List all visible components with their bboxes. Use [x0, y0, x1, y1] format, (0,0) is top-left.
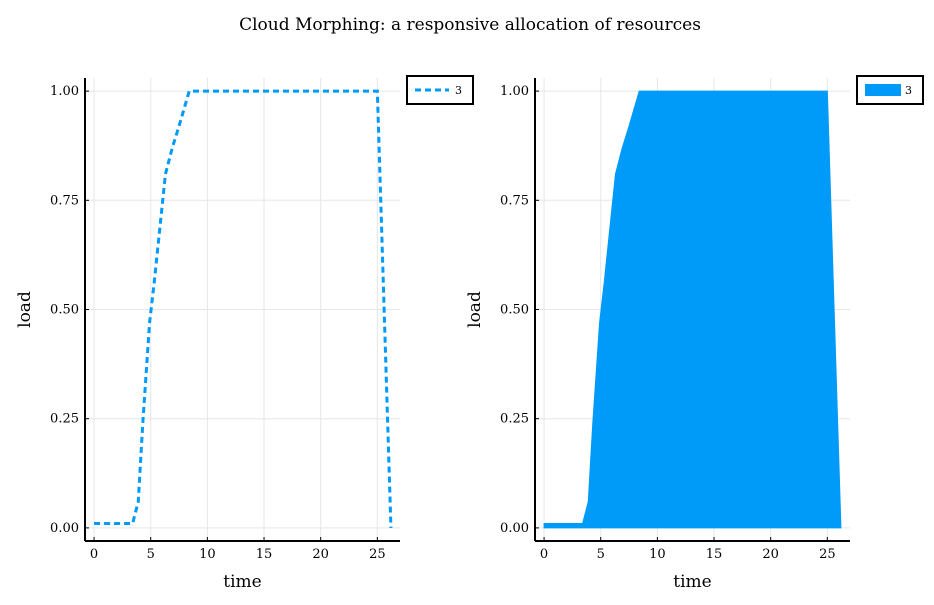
x-tick-label: 5	[597, 547, 605, 562]
x-tick-label: 15	[706, 547, 723, 562]
x-tick-label: 25	[819, 547, 836, 562]
y-tick-label: 0.25	[50, 412, 79, 427]
legend-label: 3	[455, 84, 462, 97]
x-tick-label: 0	[90, 547, 98, 562]
x-tick-label: 5	[147, 547, 155, 562]
x-axis-label: time	[223, 572, 261, 592]
x-tick-label: 10	[649, 547, 666, 562]
x-tick-label: 20	[762, 547, 779, 562]
left-line-chart: 0 5 10 15 20 25 0.00 0.25 0.50 0.75 1.00 time load 3	[15, 75, 474, 592]
figure-title: Cloud Morphing: a responsive allocation …	[239, 15, 701, 35]
x-tick-label: 25	[369, 547, 386, 562]
x-tick-label: 10	[199, 547, 216, 562]
x-tick-label: 0	[540, 547, 548, 562]
x-tick-label: 15	[256, 547, 273, 562]
x-axis-label: time	[673, 572, 711, 592]
x-tick-label: 20	[312, 547, 329, 562]
y-tick-label: 0.00	[500, 521, 529, 536]
right-area-chart: 0 5 10 15 20 25 0.00 0.25 0.50 0.75 1.00 time load 3	[465, 75, 924, 592]
y-tick-label: 0.00	[50, 521, 79, 536]
y-tick-label: 0.50	[500, 303, 529, 318]
y-tick-label: 0.25	[500, 412, 529, 427]
y-tick-label: 1.00	[50, 84, 79, 99]
legend-swatch	[865, 84, 901, 96]
legend-label: 3	[905, 84, 912, 97]
y-tick-label: 0.75	[50, 193, 79, 208]
y-tick-label: 1.00	[500, 84, 529, 99]
y-axis-label: load	[465, 291, 485, 328]
y-tick-label: 0.75	[500, 193, 529, 208]
y-axis-label: load	[15, 291, 35, 328]
y-tick-label: 0.50	[50, 303, 79, 318]
